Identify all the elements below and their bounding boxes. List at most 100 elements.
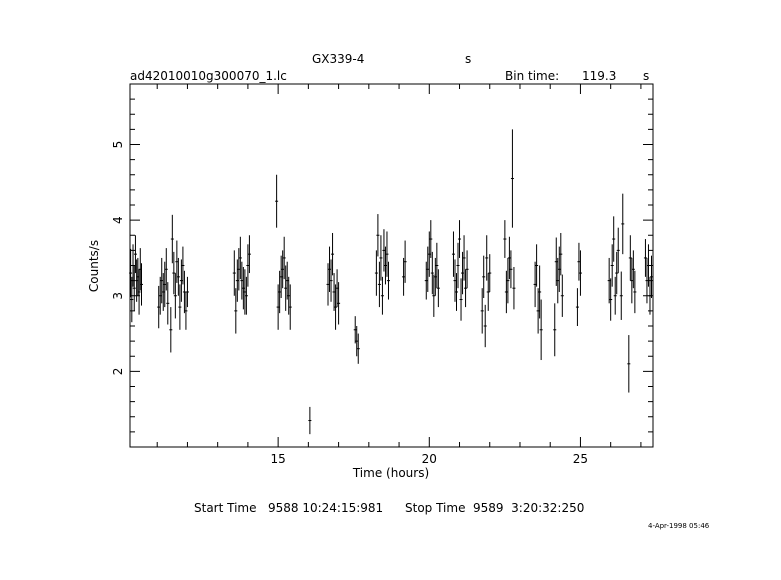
data-point	[172, 251, 176, 295]
data-point	[426, 246, 430, 292]
data-point	[619, 271, 623, 320]
stop-time-value: 9589 3:20:32:250	[473, 501, 585, 515]
data-point	[157, 285, 161, 329]
data-point	[275, 174, 279, 228]
data-point	[465, 250, 469, 289]
data-point	[334, 284, 338, 330]
data-point	[451, 231, 455, 277]
data-point	[170, 214, 174, 264]
data-point	[278, 270, 282, 314]
data-point	[649, 255, 653, 299]
stop-time-label: Stop Time	[405, 501, 466, 515]
y-axis-label: Counts/s	[87, 240, 101, 292]
data-point	[374, 250, 378, 296]
data-point	[356, 333, 360, 364]
data-point	[536, 288, 540, 334]
data-point	[435, 242, 439, 289]
data-point	[504, 270, 508, 314]
data-point	[556, 257, 560, 304]
data-point	[335, 269, 339, 308]
data-point	[539, 299, 543, 361]
data-point	[424, 261, 428, 300]
data-point	[462, 235, 466, 281]
data-point	[429, 220, 433, 258]
data-point	[627, 335, 631, 393]
y-tick-label: 5	[111, 141, 125, 149]
data-point	[630, 257, 634, 304]
data-point	[503, 220, 507, 258]
data-point	[510, 129, 514, 228]
bin-time-value: 119.3	[582, 69, 617, 83]
data-points	[129, 129, 653, 435]
data-point	[130, 276, 134, 323]
data-point	[557, 246, 561, 292]
data-point	[645, 257, 649, 304]
data-point	[158, 276, 162, 315]
data-point	[535, 244, 539, 287]
data-point	[464, 269, 468, 308]
data-point	[621, 193, 625, 255]
data-point	[285, 261, 289, 300]
data-point	[308, 406, 312, 435]
data-point	[506, 257, 510, 304]
x-tick-label: 25	[573, 452, 588, 466]
data-point	[609, 278, 613, 321]
data-point	[380, 276, 384, 315]
data-point	[247, 235, 251, 274]
plot-frame	[129, 83, 654, 448]
data-point	[184, 291, 188, 330]
data-point	[235, 259, 239, 302]
data-point	[577, 242, 581, 281]
plot-timestamp: 4-Apr-1998 05:46	[648, 522, 710, 530]
data-point	[483, 304, 487, 348]
data-point	[287, 276, 291, 315]
data-point	[337, 282, 341, 325]
data-point	[244, 276, 248, 315]
data-point	[613, 276, 617, 315]
data-point	[533, 261, 537, 308]
data-point	[507, 236, 511, 280]
y-tick-label: 2	[111, 368, 125, 376]
data-point	[243, 269, 247, 315]
data-point	[179, 259, 183, 302]
data-point	[432, 274, 436, 317]
data-point	[559, 232, 563, 276]
data-point	[173, 273, 177, 319]
data-point	[385, 231, 389, 277]
data-point	[331, 232, 335, 276]
data-point	[238, 236, 242, 280]
data-point	[282, 236, 286, 280]
data-point	[377, 261, 381, 308]
data-point	[353, 316, 357, 344]
data-point	[379, 235, 383, 281]
data-point	[633, 270, 637, 314]
data-point	[578, 250, 582, 296]
data-point	[480, 288, 484, 334]
data-point	[616, 227, 620, 274]
data-point	[232, 250, 236, 296]
data-point	[512, 267, 516, 310]
data-point	[488, 254, 492, 292]
data-point	[276, 284, 280, 330]
data-point	[631, 250, 635, 289]
data-point	[607, 257, 611, 304]
data-point	[237, 248, 241, 291]
data-point	[560, 274, 564, 317]
data-point	[328, 246, 332, 292]
y-ticks: 2 3 4 5	[111, 83, 653, 448]
data-point	[553, 303, 557, 357]
data-point	[240, 261, 244, 300]
data-point	[386, 261, 390, 300]
file-name: ad42010010g300070_1.lc	[130, 69, 287, 83]
data-point	[326, 263, 330, 306]
data-point	[246, 244, 250, 287]
data-point	[281, 250, 285, 289]
data-point	[161, 273, 165, 311]
data-point	[610, 244, 614, 287]
data-point	[176, 257, 180, 296]
data-point	[133, 235, 137, 274]
data-point	[129, 248, 133, 298]
data-point	[430, 251, 434, 295]
data-point	[178, 284, 182, 330]
data-point	[554, 237, 558, 286]
